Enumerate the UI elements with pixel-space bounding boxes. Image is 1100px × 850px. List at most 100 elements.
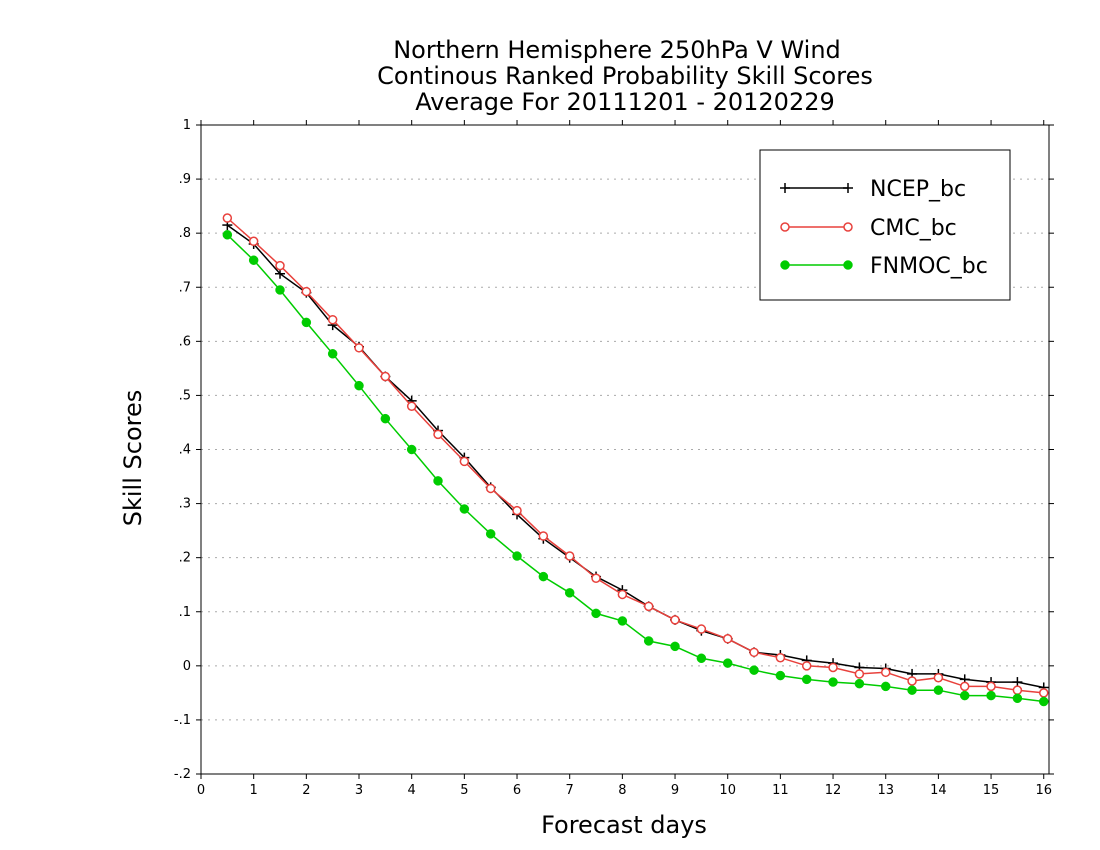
data-point-fnmoc-bc [301,317,312,328]
legend-item-cmc-bc: CMC_bc [780,216,957,241]
x-tick-label: 1 [250,783,258,798]
data-point-cmc-bc [222,213,233,223]
series-fnmoc-bc [222,230,1049,707]
data-point-fnmoc-bc [459,504,470,514]
y-tick-label: .1 [179,605,191,620]
data-point-cmc-bc [854,669,865,679]
x-axis-label: Forecast days [541,811,707,839]
data-point-fnmoc-bc [327,349,338,359]
data-point-fnmoc-bc [354,380,364,391]
y-tick-label: .6 [179,334,191,349]
grid [201,178,1049,721]
data-point-cmc-bc [459,456,470,467]
x-tick-label: 14 [930,783,947,798]
x-tick-label: 16 [1035,783,1052,798]
data-point-cmc-bc [512,505,522,516]
title-line-2: Continous Ranked Probability Skill Score… [377,62,873,90]
y-tick-label: .8 [179,226,191,241]
x-tick-label: 13 [877,783,894,798]
data-point-cmc-bc [643,601,654,612]
legend-item-ncep-bc: NCEP_bc [780,177,966,202]
legend-marker-cmc-bc [780,222,790,232]
data-point-fnmoc-bc [670,641,680,652]
data-point-cmc-bc [670,615,680,625]
data-point-fnmoc-bc [828,677,838,687]
data-point-cmc-bc [749,647,759,658]
legend-item-fnmoc-bc: FNMOC_bc [780,254,988,279]
data-point-cmc-bc [617,589,628,600]
legend-label-fnmoc-bc: FNMOC_bc [870,254,988,279]
x-tick-label: 0 [197,783,205,798]
series-line-fnmoc-bc [226,234,1044,703]
data-point-fnmoc-bc [433,476,443,486]
legend-marker-ncep-bc [843,183,853,193]
x-tick-label: 12 [825,783,842,798]
x-tick-label: 7 [566,783,574,798]
data-point-fnmoc-bc [1012,693,1023,704]
data-point-fnmoc-bc [617,616,628,626]
data-point-cmc-bc [880,667,891,678]
data-point-fnmoc-bc [854,678,865,689]
data-point-fnmoc-bc [248,255,259,265]
x-tick-label: 5 [460,783,468,798]
x-tick-label: 4 [408,783,416,798]
data-point-fnmoc-bc [512,551,522,561]
data-point-cmc-bc [775,652,786,663]
data-point-cmc-bc [380,371,391,382]
data-point-cmc-bc [564,551,575,561]
y-tick-label: 0 [183,659,191,674]
data-point-cmc-bc [696,624,707,634]
legend-label-cmc-bc: CMC_bc [870,216,957,241]
data-point-cmc-bc [801,661,812,671]
data-point-fnmoc-bc [880,681,891,692]
data-point-cmc-bc [275,260,285,271]
x-tick-label: 6 [513,783,521,798]
x-tick-label: 2 [302,783,310,798]
data-point-fnmoc-bc [722,658,733,668]
series-cmc-bc [222,213,1049,698]
data-point-cmc-bc [986,681,996,692]
y-tick-label: -.2 [174,767,191,782]
x-tick-label: 8 [618,783,626,798]
data-point-fnmoc-bc [696,653,707,664]
y-axis-label: Skill Scores [119,390,147,527]
y-axis-ticks: -.2 -.1 0 .1 .2 .3 .4 .5 .6 .7 .8 .9 1 [174,118,1054,782]
data-point-fnmoc-bc [1038,696,1049,707]
data-point-fnmoc-bc [275,285,285,295]
data-series [222,213,1049,707]
legend-marker-ncep-bc [780,183,790,193]
data-point-fnmoc-bc [222,230,233,240]
data-point-fnmoc-bc [801,674,812,685]
data-point-fnmoc-bc [538,571,549,582]
x-tick-label: 11 [772,783,789,798]
data-point-cmc-bc [1038,688,1049,698]
data-point-ncep-bc [275,268,286,279]
title-line-1: Northern Hemisphere 250hPa V Wind [393,36,841,64]
data-point-cmc-bc [933,672,944,683]
data-point-fnmoc-bc [775,670,786,681]
legend: NCEP_bc CMC_bc FNMOC_bc [759,149,1011,301]
legend-marker-fnmoc-bc [780,260,790,270]
y-tick-label: .3 [179,497,191,512]
x-tick-label: 9 [671,783,679,798]
legend-label-ncep-bc: NCEP_bc [870,177,966,202]
data-point-fnmoc-bc [959,690,970,701]
data-point-fnmoc-bc [380,413,391,424]
legend-box [759,149,1011,301]
data-point-cmc-bc [907,676,917,686]
data-point-fnmoc-bc [986,690,996,701]
data-point-cmc-bc [327,314,338,325]
y-tick-label: 1 [183,118,191,133]
data-point-cmc-bc [959,681,970,692]
data-point-cmc-bc [485,483,496,494]
data-point-cmc-bc [248,236,259,247]
chart-title: Northern Hemisphere 250hPa V Wind Contin… [377,36,873,116]
y-tick-label: .7 [179,280,191,295]
x-tick-label: 3 [355,783,363,798]
data-point-cmc-bc [433,429,443,440]
y-tick-label: .9 [179,172,191,187]
x-axis-ticks: 0 1 2 3 4 5 6 7 8 9 10 11 12 13 14 15 16 [197,120,1052,798]
data-point-cmc-bc [354,343,364,353]
x-tick-label: 10 [719,783,736,798]
